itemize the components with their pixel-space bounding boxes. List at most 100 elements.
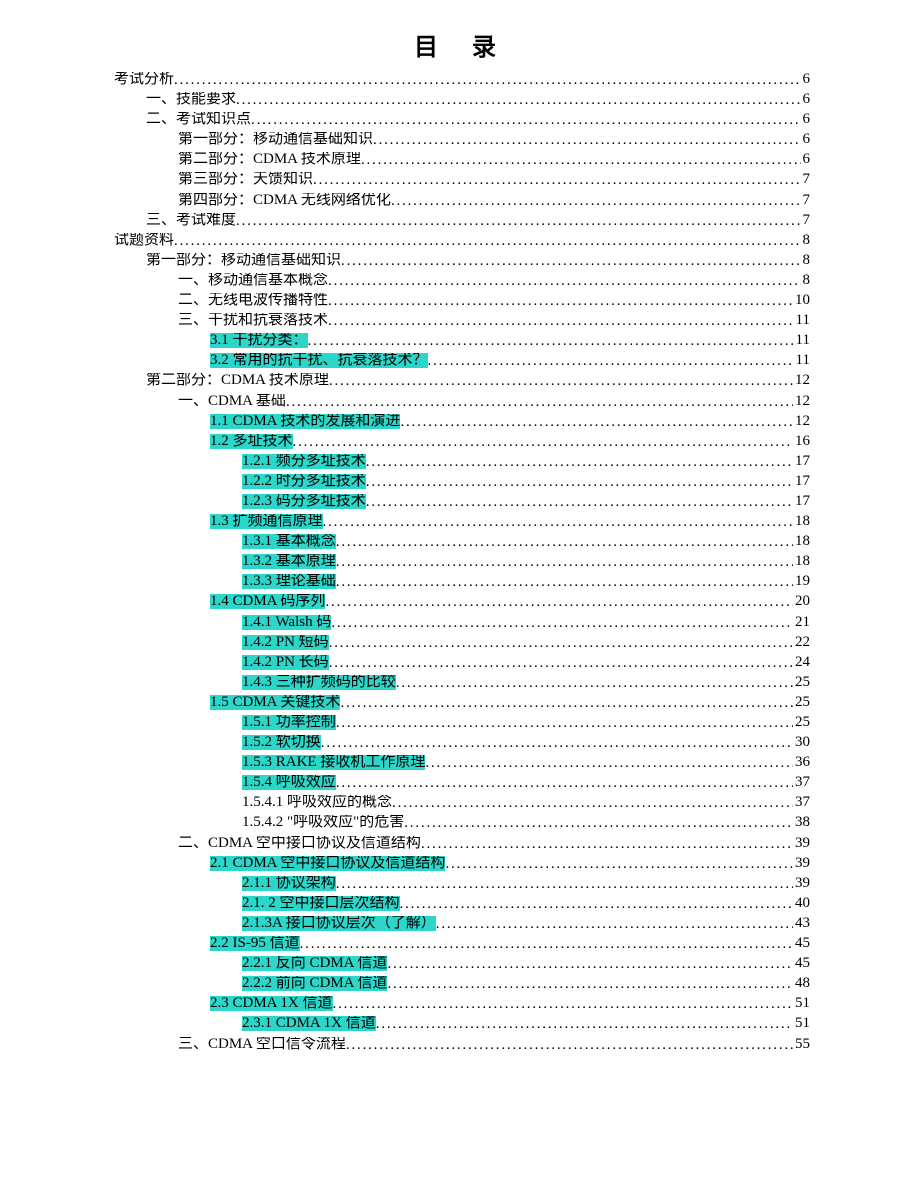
toc-dots [425,756,793,771]
toc-entry-page: 39 [793,856,810,871]
toc-entry-page: 39 [793,876,810,891]
toc-entry-page: 6 [801,152,811,167]
toc-entry: 1.4.2 PN 长码24 [114,655,810,675]
toc-entry-label: 第一部分：移动通信基础知识 [178,132,373,147]
toc-entry-page: 48 [793,976,810,991]
toc-dots [387,957,793,972]
toc-dots [336,555,793,570]
toc-dots [392,796,793,811]
toc-entry: 1.4.2 PN 短码22 [114,635,810,655]
toc-dots [404,816,793,831]
toc-entry-label: 第二部分：CDMA 技术原理 [178,152,361,167]
toc-dots [251,113,800,128]
toc-dots [329,374,793,389]
toc-entry: 2.1.3A 接口协议层次（了解） 43 [114,916,810,936]
toc-dots [336,535,793,550]
toc-entry-label: 1.5.2 软切换 [242,735,321,750]
toc-entry-page: 25 [793,695,810,710]
toc-entry: 试题资料8 [114,233,810,253]
toc-entry-label: 1.1 CDMA 技术的发展和演进 [210,414,400,429]
toc-entry-page: 37 [793,775,810,790]
toc-entry-label: 2.1.3A 接口协议层次（了解） [242,916,436,931]
toc-entry-page: 8 [801,253,811,268]
toc-entry-label: 2.2.2 前向 CDMA 信道 [242,976,387,991]
toc-entry: 1.3.1 基本概念18 [114,534,810,554]
toc-entry: 三、考试难度7 [114,213,810,233]
toc-entry-label: 第一部分：移动通信基础知识 [146,253,341,268]
page-title: 目 录 [114,36,810,60]
toc-entry-page: 12 [793,394,810,409]
toc-dots [346,1038,793,1053]
toc-entry-page: 17 [793,494,810,509]
toc-entry: 1.5.1 功率控制25 [114,715,810,735]
toc-entry-label: 二、无线电波传播特性 [178,293,328,308]
toc-entry-label: 2.1 CDMA 空中接口协议及信道结构 [210,856,445,871]
toc-entry-page: 51 [793,996,810,1011]
toc-entry-page: 20 [793,594,810,609]
toc-entry-page: 12 [793,414,810,429]
toc-entry: 第二部分：CDMA 技术原理 6 [114,152,810,172]
toc-dots [361,153,801,168]
toc-entry: 第三部分：天馈知识7 [114,172,810,192]
toc-entry-label: 1.4.2 PN 长码 [242,655,329,670]
toc-entry: 1.5.4 呼吸效应 37 [114,775,810,795]
toc-entry: 1.3.2 基本原理18 [114,554,810,574]
toc-entry-page: 11 [794,313,810,328]
toc-entry: 1.4.3 三种扩频码的比较 25 [114,675,810,695]
toc-entry-label: 三、CDMA 空口信令流程 [178,1037,346,1052]
toc-entry-page: 45 [793,956,810,971]
toc-entry-label: 1.2.2 时分多址技术 [242,474,366,489]
toc-entry: 三、干扰和抗衰落技术11 [114,313,810,333]
toc-dots [236,214,800,229]
toc-dots [341,254,800,269]
toc-entry: 2.1. 2 空中接口层次结构40 [114,896,810,916]
toc-dots [300,937,793,952]
toc-entry-page: 25 [793,675,810,690]
toc-dots [436,917,793,932]
toc-entry-label: 2.3.1 CDMA 1X 信道 [242,1016,376,1031]
toc-dots [421,837,793,852]
toc-entry: 1.2.3 码分多址技术17 [114,494,810,514]
toc-entry: 2.1.1 协议架构 39 [114,876,810,896]
toc-entry-label: 1.5.4 呼吸效应 [242,775,336,790]
toc-entry: 2.3.1 CDMA 1X 信道 51 [114,1016,810,1036]
toc-entry: 2.1 CDMA 空中接口协议及信道结构 39 [114,856,810,876]
toc-entry-page: 39 [793,836,810,851]
toc-entry-page: 43 [793,916,810,931]
toc-entry-label: 一、CDMA 基础 [178,394,286,409]
toc-entry-page: 19 [793,574,810,589]
toc-entry: 1.5.4.1 呼吸效应的概念37 [114,795,810,815]
toc-entry: 1.2.1 频分多址技术17 [114,454,810,474]
toc-entry: 2.2 IS-95 信道45 [114,936,810,956]
toc-entry-label: 1.5.4.2 "呼吸效应"的危害 [242,815,404,830]
toc-dots [396,676,793,691]
toc-entry-page: 7 [801,193,811,208]
toc-entry: 一、CDMA 基础 12 [114,394,810,414]
toc-dots [340,696,793,711]
toc-entry-page: 6 [801,92,811,107]
toc-entry-label: 1.5.4.1 呼吸效应的概念 [242,795,392,810]
toc-entry: 第一部分：移动通信基础知识 6 [114,132,810,152]
toc-entry: 考试分析 6 [114,72,810,92]
toc-dots [328,294,793,309]
toc-entry-page: 6 [801,132,811,147]
toc-entry-label: 1.3.3 理论基础 [242,574,336,589]
toc-entry-page: 30 [793,735,810,750]
toc-dots [336,716,793,731]
toc-entry-page: 6 [801,72,811,87]
toc-entry-label: 一、移动通信基本概念 [178,273,328,288]
toc-entry-page: 18 [793,514,810,529]
toc-entry-label: 1.4.3 三种扩频码的比较 [242,675,396,690]
toc-entry-page: 6 [801,112,811,127]
toc-entry-label: 2.1.1 协议架构 [242,876,336,891]
toc-entry-label: 1.5.3 RAKE 接收机工作原理 [242,755,425,770]
toc-dots [373,133,800,148]
toc-entry-page: 17 [793,454,810,469]
toc-entry-page: 55 [793,1037,810,1052]
toc-entry-label: 1.5.1 功率控制 [242,715,336,730]
toc-entry-label: 考试分析 [114,72,174,87]
toc-entry-page: 51 [793,1016,810,1031]
toc-entry: 1.2.2 时分多址技术17 [114,474,810,494]
toc-entry: 一、移动通信基本概念8 [114,273,810,293]
toc-entry-label: 2.2.1 反向 CDMA 信道 [242,956,387,971]
